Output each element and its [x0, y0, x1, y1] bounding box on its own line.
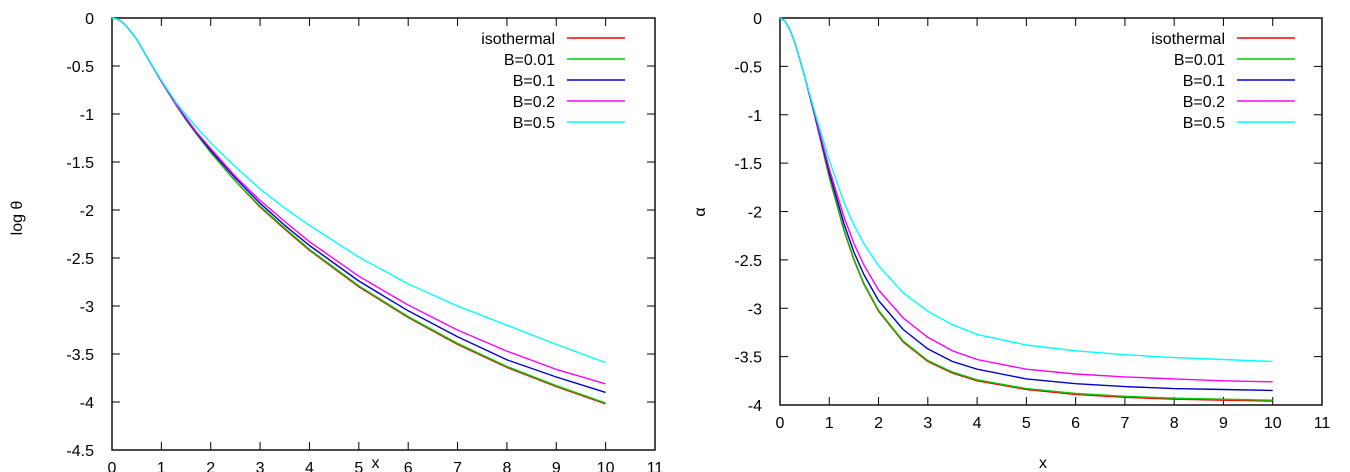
x-tick-label: 2 [206, 460, 215, 472]
legend: isothermal B=0.01 B=0.1 B=0.2 B=0.5 [1151, 31, 1295, 132]
x-tick-label: 5 [1022, 415, 1031, 432]
y-tick-label: -3.5 [734, 350, 762, 367]
y-tick-label: -2 [80, 203, 94, 220]
y-tick-label: -4 [80, 395, 94, 412]
x-tick-label: 4 [305, 460, 314, 472]
x-tick-label: 8 [1170, 415, 1179, 432]
series-line-b-0-5 [111, 17, 606, 364]
x-tick-label: 6 [1071, 415, 1080, 432]
x-tick-label: 11 [1314, 415, 1331, 432]
y-tick-label: -4.5 [66, 443, 94, 460]
y-axis-label: log θ [9, 201, 26, 236]
x-axis-label: x [372, 455, 380, 472]
y-tick-label: -3.5 [66, 347, 94, 364]
y-tick-label: -2 [748, 205, 762, 222]
y-tick-label: -0.5 [734, 59, 762, 76]
legend-label: isothermal [1151, 31, 1225, 48]
plot-frame [111, 17, 656, 451]
legend-label: isothermal [481, 31, 555, 48]
legend-label: B=0.1 [1183, 73, 1225, 90]
x-tick-label: 9 [1219, 415, 1228, 432]
y-tick-label: -0.5 [66, 59, 94, 76]
x-tick-label: 7 [453, 460, 462, 472]
y-tick-label: -3 [748, 301, 762, 318]
x-tick-label: 8 [502, 460, 511, 472]
x-tick-label: 11 [647, 460, 664, 472]
y-tick-label: -1 [80, 107, 94, 124]
legend-label: B=0.01 [1174, 52, 1225, 69]
x-axis-label: x [1039, 455, 1047, 472]
x-tick-label: 9 [552, 460, 561, 472]
y-tick-label: 0 [753, 11, 762, 28]
y-axis-label: α [692, 207, 709, 216]
x-tick-label: 6 [404, 460, 413, 472]
y-tick-label: -1.5 [734, 156, 762, 173]
x-tick-label: 10 [1264, 415, 1282, 432]
y-tick-label: -2.5 [66, 251, 94, 268]
legend: isothermal B=0.01 B=0.1 B=0.2 B=0.5 [481, 31, 625, 132]
x-tick-label: 0 [108, 460, 117, 472]
legend-label: B=0.2 [1183, 94, 1225, 111]
legend-label: B=0.01 [504, 52, 555, 69]
y-tick-label: -4 [748, 398, 762, 415]
legend-label: B=0.5 [1183, 115, 1225, 132]
left-chart-panel: 0 1 2 3 4 5 6 7 8 9 10 11 0 -0.5 -1 -1.5 -2 -2.5 -3 -3.5 -4 -… [9, 11, 663, 472]
x-tick-label: 0 [776, 415, 785, 432]
legend-label: B=0.2 [513, 94, 555, 111]
x-tick-label: 3 [923, 415, 932, 432]
y-tick-label: 0 [85, 11, 94, 28]
x-tick-label: 1 [825, 415, 834, 432]
plot-frame [779, 17, 1323, 406]
x-tick-label: 7 [1120, 415, 1129, 432]
x-tick-label: 4 [973, 415, 982, 432]
x-tick-label: 10 [597, 460, 615, 472]
y-tick-label: -1.5 [66, 155, 94, 172]
series-line-b-0-5 [779, 17, 1273, 363]
legend-label: B=0.5 [513, 115, 555, 132]
x-tick-label: 2 [874, 415, 883, 432]
legend-label: B=0.1 [513, 73, 555, 90]
x-tick-label: 3 [256, 460, 265, 472]
right-chart-panel: 0 1 2 3 4 5 6 7 8 9 10 11 0 -0.5 -1 -1.5 -2 -2.5 -3 -3.5 -4 x… [692, 11, 1330, 472]
y-tick-label: -1 [748, 108, 762, 125]
y-tick-label: -3 [80, 299, 94, 316]
y-tick-label: -2.5 [734, 253, 762, 270]
x-tick-label: 5 [354, 460, 363, 472]
x-tick-label: 1 [157, 460, 166, 472]
